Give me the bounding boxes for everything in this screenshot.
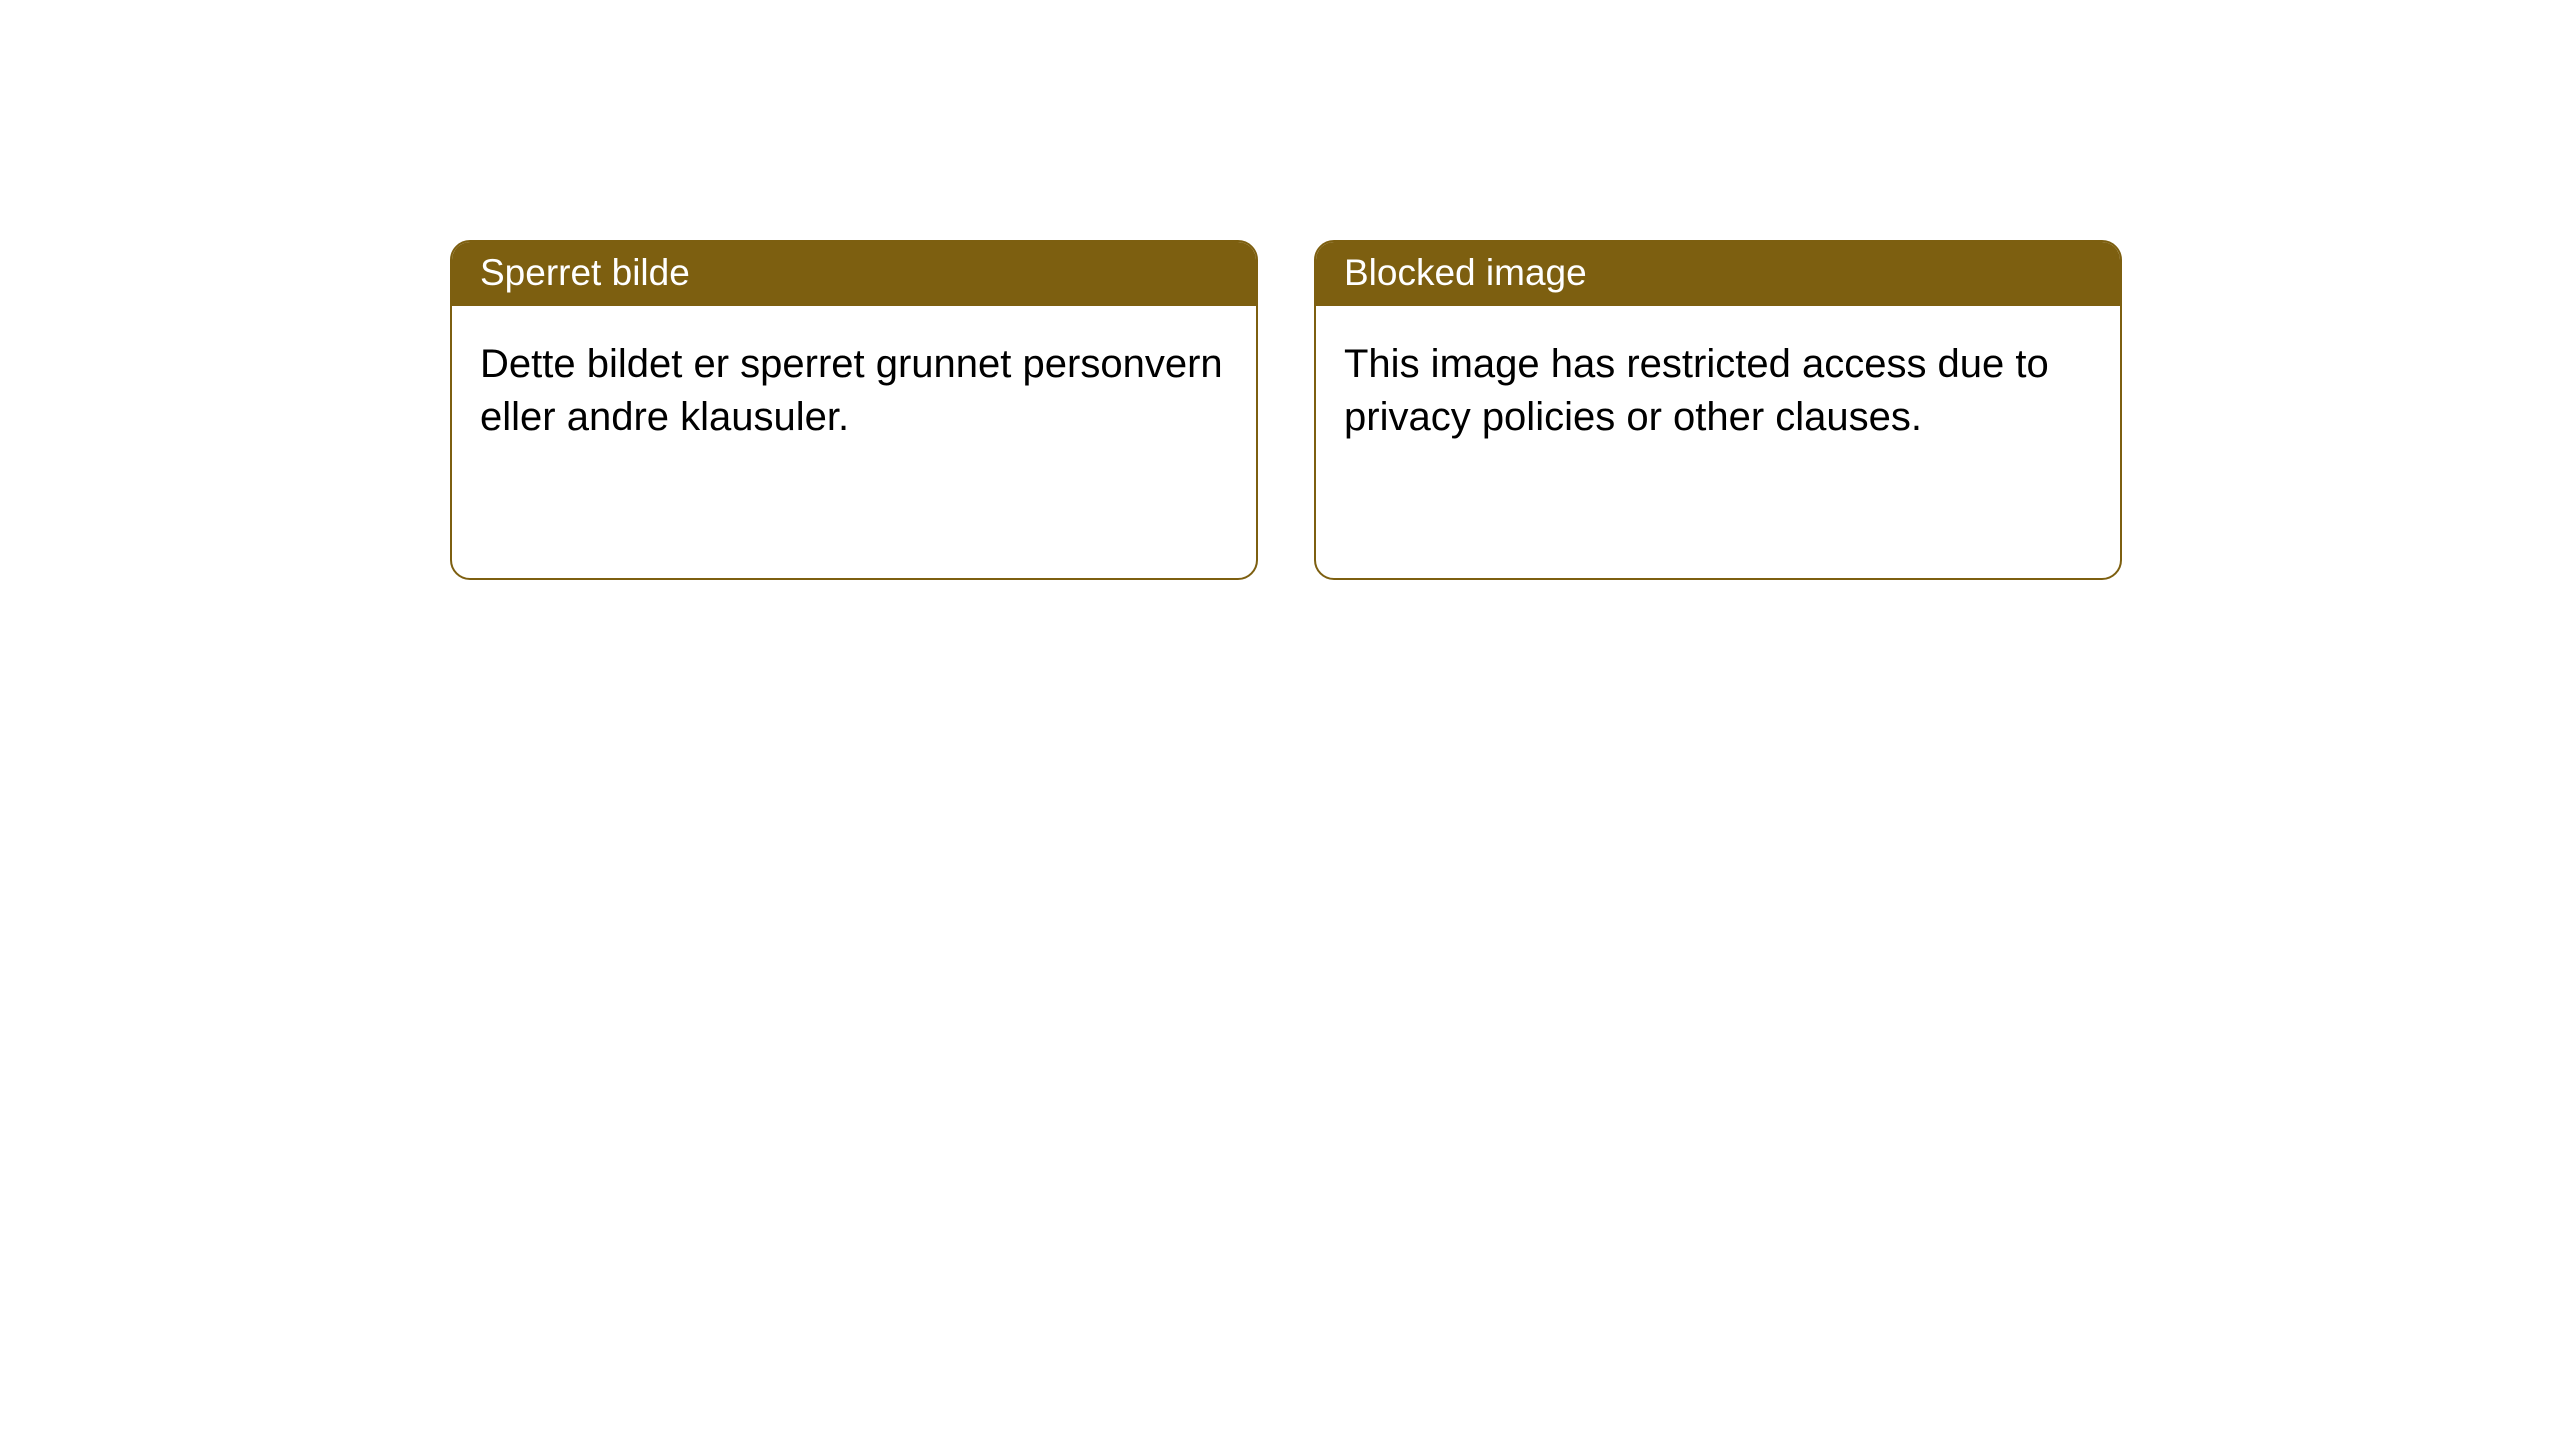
notice-card-no: Sperret bilde Dette bildet er sperret gr… <box>450 240 1258 580</box>
notice-header-en: Blocked image <box>1316 242 2120 306</box>
notice-card-en: Blocked image This image has restricted … <box>1314 240 2122 580</box>
notice-container: Sperret bilde Dette bildet er sperret gr… <box>450 240 2122 580</box>
notice-title: Blocked image <box>1344 252 1587 293</box>
notice-text: This image has restricted access due to … <box>1344 342 2049 439</box>
notice-text: Dette bildet er sperret grunnet personve… <box>480 342 1223 439</box>
notice-header-no: Sperret bilde <box>452 242 1256 306</box>
notice-title: Sperret bilde <box>480 252 690 293</box>
notice-body-en: This image has restricted access due to … <box>1316 306 2120 578</box>
notice-body-no: Dette bildet er sperret grunnet personve… <box>452 306 1256 578</box>
